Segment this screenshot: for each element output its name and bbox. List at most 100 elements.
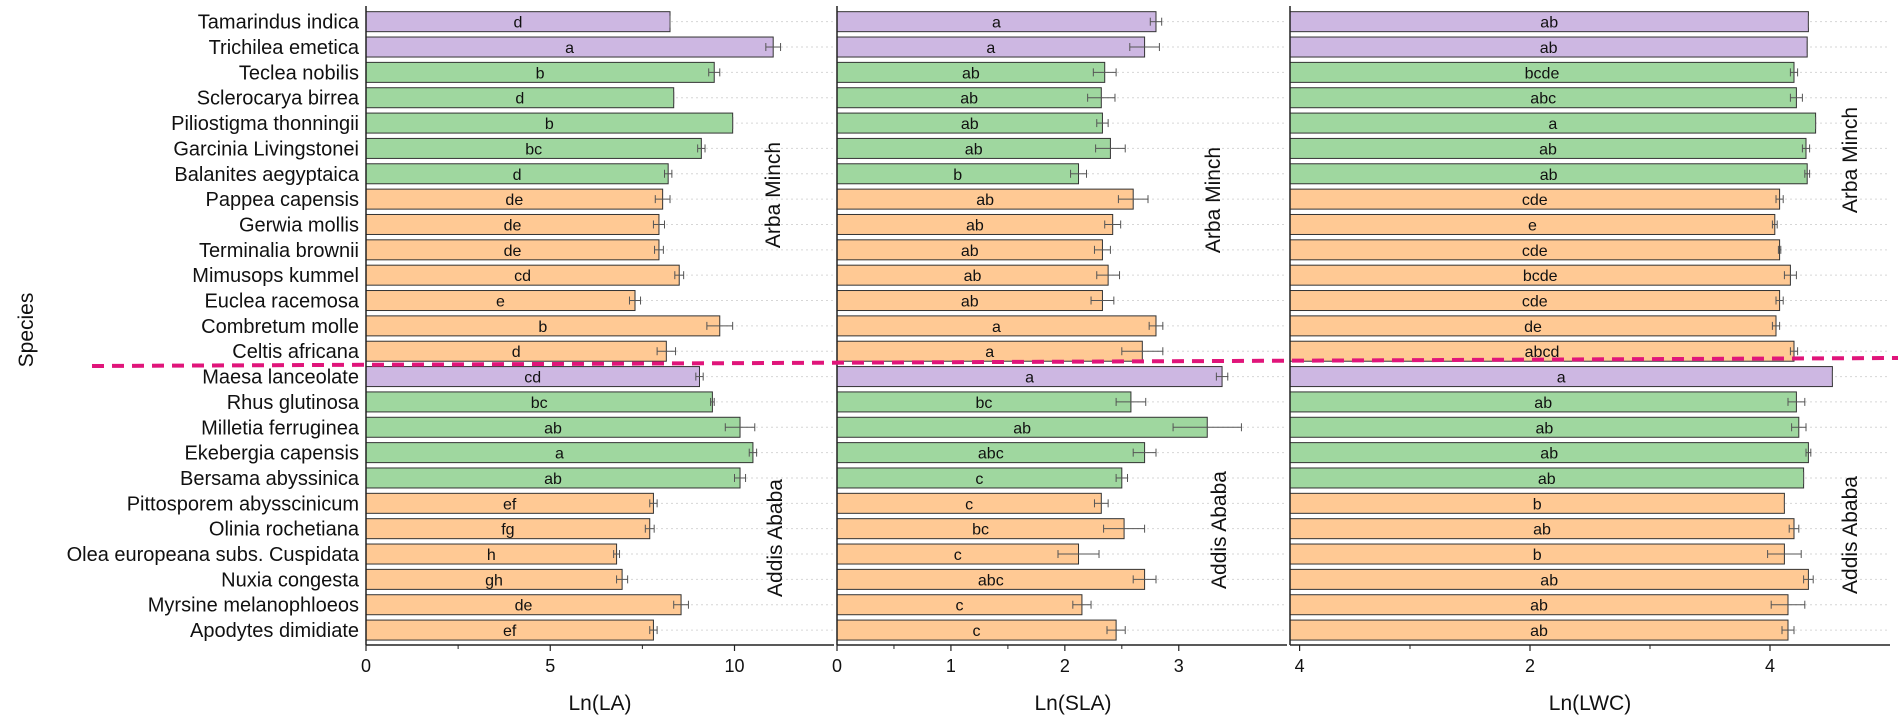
significance-letter: ab <box>965 141 983 158</box>
x-tick-label: 5 <box>545 656 555 676</box>
significance-letter: ab <box>1533 522 1551 539</box>
group-label: Arba Minch <box>1202 147 1225 253</box>
significance-letter: cde <box>1522 243 1548 260</box>
species-label: Nuxia congesta <box>221 569 360 591</box>
species-label: Olea europeana subs. Cuspidata <box>67 544 360 566</box>
group-label: Addis Ababa <box>1208 471 1231 589</box>
significance-letter: ef <box>503 623 517 640</box>
species-label: Pappea capensis <box>206 189 359 211</box>
significance-letter: ab <box>961 116 979 133</box>
significance-letter: b <box>953 167 962 184</box>
significance-letter: de <box>505 192 523 209</box>
group-label: Arba Minch <box>762 142 785 248</box>
significance-letter: b <box>1533 496 1542 513</box>
significance-letter: a <box>992 319 1001 336</box>
significance-letter: d <box>513 167 522 184</box>
significance-letter: ab <box>961 243 979 260</box>
significance-letter: de <box>504 217 522 234</box>
significance-letter: ab <box>1530 598 1548 615</box>
group-label: Addis Ababa <box>764 479 787 597</box>
significance-letter: de <box>1524 319 1542 336</box>
significance-letter: abc <box>978 446 1004 463</box>
species-label: Bersama abyssinica <box>180 468 360 490</box>
significance-letter: a <box>565 40 574 57</box>
significance-letter: d <box>512 344 521 361</box>
x-tick-label: 10 <box>724 656 744 676</box>
x-axis-title: Ln(LA) <box>568 692 631 715</box>
species-label: Garcinia Livingstonei <box>173 138 359 160</box>
significance-letter: c <box>965 496 973 513</box>
x-tick-label: 4 <box>1295 656 1305 676</box>
significance-letter: ab <box>976 192 994 209</box>
species-label: Gerwia mollis <box>239 214 359 236</box>
species-label: Apodytes dimidiate <box>190 620 359 642</box>
x-tick-label: 3 <box>1174 656 1184 676</box>
significance-letter: c <box>954 547 962 564</box>
significance-letter: ab <box>1539 141 1557 158</box>
significance-letter: ab <box>966 217 984 234</box>
significance-letter: bcde <box>1523 268 1558 285</box>
significance-letter: ab <box>1538 471 1556 488</box>
significance-letter: ab <box>544 471 562 488</box>
species-label: Myrsine melanophloeos <box>148 595 359 617</box>
significance-letter: ab <box>1013 420 1031 437</box>
bars-layer <box>365 11 1833 641</box>
significance-letter: abc <box>1530 91 1556 108</box>
significance-letter: cd <box>514 268 531 285</box>
significance-letter: c <box>975 471 983 488</box>
x-tick-label: 4 <box>1765 656 1775 676</box>
significance-letter: de <box>504 243 522 260</box>
significance-letter: bc <box>972 522 989 539</box>
x-axis-title: Ln(LWC) <box>1549 692 1631 715</box>
significance-letter: ab <box>1540 15 1558 32</box>
significance-letter: cd <box>524 370 541 387</box>
x-tick-label: 1 <box>946 656 956 676</box>
significance-letter: a <box>985 344 994 361</box>
significance-letter: ab <box>1536 420 1554 437</box>
significance-letter: gh <box>485 572 503 589</box>
axes-layer <box>91 6 1899 651</box>
significance-letter: ab <box>1540 167 1558 184</box>
significance-letter: abc <box>978 572 1004 589</box>
significance-letter: cde <box>1522 192 1548 209</box>
group-label: Addis Ababa <box>1839 476 1862 594</box>
significance-letter: a <box>555 446 564 463</box>
significance-letter: ab <box>544 420 562 437</box>
significance-letter: ab <box>1540 572 1558 589</box>
significance-letter: bc <box>976 395 993 412</box>
species-label: Sclerocarya birrea <box>197 88 360 110</box>
species-label: Piliostigma thonningii <box>171 113 359 135</box>
significance-letter: h <box>487 547 496 564</box>
significance-letter: ab <box>962 65 980 82</box>
significance-letter: ab <box>964 268 982 285</box>
significance-letter: ef <box>503 496 517 513</box>
significance-letter: e <box>1528 217 1537 234</box>
species-label: Balanites aegyptaica <box>174 164 359 186</box>
x-tick-label: 2 <box>1525 656 1535 676</box>
significance-letter: ab <box>1530 623 1548 640</box>
species-label: Milletia ferruginea <box>201 417 360 439</box>
significance-letter: ab <box>1534 395 1552 412</box>
significance-letter: a <box>986 40 995 57</box>
significance-letter: fg <box>501 522 514 539</box>
significance-letter: d <box>515 91 524 108</box>
significance-letter: e <box>496 294 505 311</box>
species-label: Combretum molle <box>201 316 359 338</box>
significance-letter: b <box>538 319 547 336</box>
significance-letter: de <box>515 598 533 615</box>
x-tick-label: 0 <box>832 656 842 676</box>
significance-letter: b <box>545 116 554 133</box>
significance-letter: ab <box>960 91 978 108</box>
species-label: Mimusops kummel <box>192 265 359 287</box>
significance-letter: abcd <box>1525 344 1560 361</box>
site-divider-line <box>91 356 1899 368</box>
species-label: Terminalia brownii <box>199 240 359 262</box>
x-axis-title: Ln(SLA) <box>1034 692 1111 715</box>
x-tick-label: 0 <box>361 656 371 676</box>
species-label: Euclea racemosa <box>204 291 359 313</box>
significance-letter: a <box>992 15 1001 32</box>
species-label: Ekebergia capensis <box>184 443 359 465</box>
significance-letter: ab <box>961 294 979 311</box>
group-label: Arba Minch <box>1839 107 1862 213</box>
